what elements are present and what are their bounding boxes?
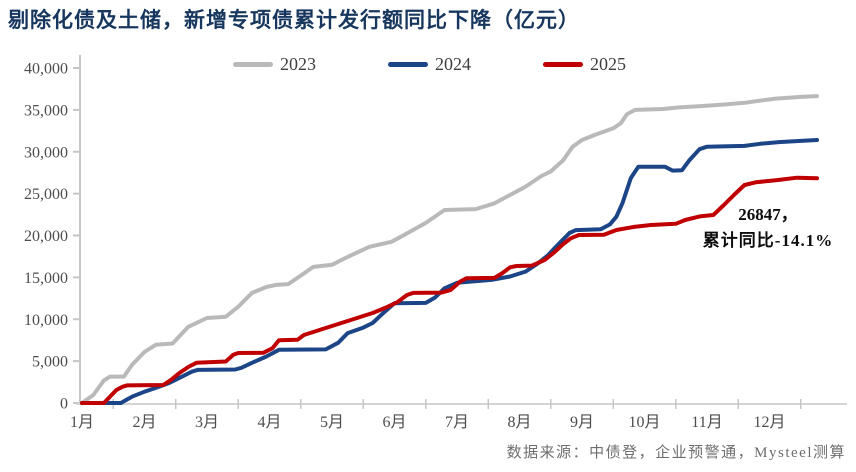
y-tick-label: 25,000	[24, 186, 68, 203]
y-tick-label: 10,000	[24, 312, 68, 329]
x-tick-label: 6月	[382, 414, 406, 431]
y-tick-label: 0	[60, 396, 68, 413]
y-tick-label: 35,000	[24, 102, 68, 119]
x-tick-label: 9月	[570, 414, 594, 431]
legend-label-2023: 2023	[280, 54, 316, 74]
x-tick-label: 3月	[195, 414, 219, 431]
series-line-2025	[80, 175, 819, 405]
legend-swatch-2025-icon	[543, 62, 583, 67]
legend: 2023 2024 2025	[233, 54, 626, 75]
legend-swatch-2023-icon	[233, 62, 273, 67]
y-tick-label: 20,000	[24, 228, 68, 245]
data-source: 数据来源：中债登，企业预警通，Mysteel测算	[506, 445, 846, 461]
y-tick-label: 5,000	[32, 354, 68, 371]
y-tick-label: 30,000	[24, 144, 68, 161]
annotation-value: 26847，	[738, 205, 798, 224]
x-tick-label: 10月	[628, 414, 660, 431]
legend-label-2025: 2025	[590, 54, 626, 74]
x-tick-label: 4月	[257, 414, 281, 431]
x-tick-label: 12月	[753, 414, 785, 431]
x-tick-label: 1月	[70, 414, 94, 431]
legend-item-2025: 2025	[543, 54, 626, 75]
x-tick-label: 7月	[445, 414, 469, 431]
annotation-yoy: 累计同比-14.1%	[702, 231, 834, 251]
series-line-2024	[80, 138, 819, 405]
x-tick-label: 11月	[691, 414, 722, 431]
x-tick-label: 2月	[132, 414, 156, 431]
chart-title: 剔除化债及土储，新增专项债累计发行额同比下降（亿元）	[8, 8, 580, 32]
legend-item-2023: 2023	[233, 54, 316, 75]
series-end-annotation: 26847， 累计同比-14.1%	[688, 202, 848, 255]
x-tick-label: 5月	[320, 414, 344, 431]
legend-label-2024: 2024	[435, 54, 471, 74]
y-tick-label: 40,000	[24, 61, 68, 78]
legend-item-2024: 2024	[388, 54, 471, 75]
legend-swatch-2024-icon	[388, 62, 428, 67]
series-line-2023	[80, 94, 819, 405]
x-tick-label: 8月	[507, 414, 531, 431]
y-tick-label: 15,000	[24, 270, 68, 287]
